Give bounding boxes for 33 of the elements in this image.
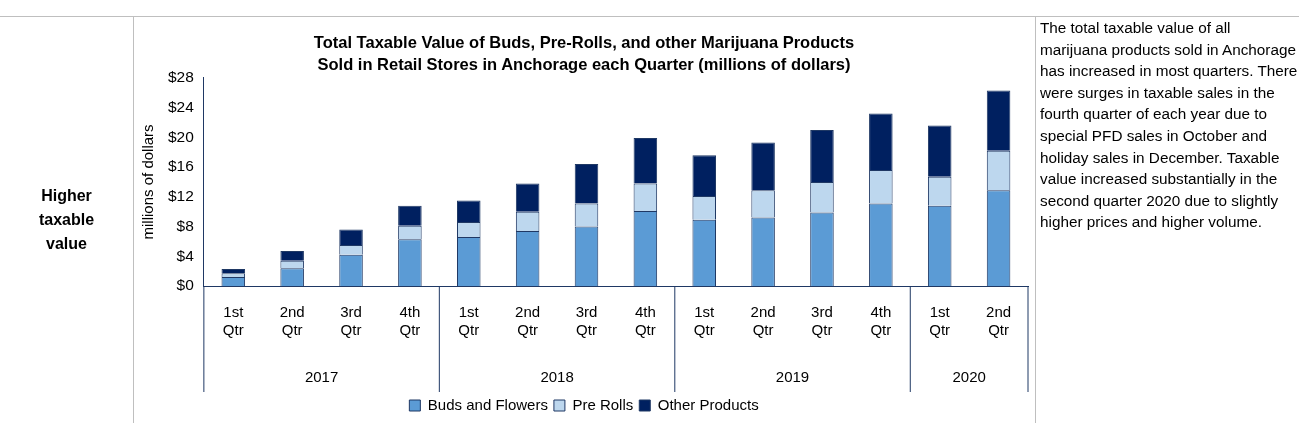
y-tick-label: $28 — [167, 68, 194, 86]
legend-label: Other Products — [657, 395, 759, 413]
y-tick-label: $12 — [167, 187, 194, 205]
x-tick-label: 1st Qtr — [222, 303, 245, 339]
y-tick-label: $16 — [167, 157, 194, 175]
text: Higher taxable value — [37, 186, 96, 254]
x-tick-label: 2nd Qtr — [515, 303, 541, 339]
text: 2020 — [952, 368, 986, 386]
text: The total taxable value of all marijuana products sold in Anchorage has increased in most quarters. There were surges in taxable sales in the fourth quarter of each year due to special PFD sales in October and holiday sales in December. Taxable value increased substantially in the second quarter 2020 due to slightly higher prices and higher volume. — [1040, 19, 1298, 231]
x-tick-label: 1st Qtr — [458, 303, 480, 339]
y-tick-label: $4 — [176, 246, 195, 264]
x-tick-label: 2nd Qtr — [986, 303, 1012, 339]
x-tick-label: 4th Qtr — [399, 303, 421, 339]
legend-label: Buds and Flowers — [427, 395, 548, 413]
chart-title: Total Taxable Value of Buds, Pre-Rolls, and other Marijuana Products Sold in Retail Stores in Anchorage each Quarter (millions of dollars) — [313, 33, 855, 73]
y-tick-label: $24 — [167, 97, 195, 115]
text: 2018 — [540, 368, 574, 386]
x-tick-label: 2nd Qtr — [750, 303, 776, 339]
y-tick-label: $0 — [176, 276, 195, 294]
x-tick-label: 4th Qtr — [634, 303, 656, 339]
x-tick-label: 3rd Qtr — [575, 303, 598, 339]
x-tick-label: 4th Qtr — [870, 303, 892, 339]
legend-label: Pre Rolls — [572, 395, 634, 413]
text: 2017 — [304, 368, 339, 386]
x-tick-label: 3rd Qtr — [811, 303, 833, 339]
text: 2019 — [775, 368, 810, 386]
y-tick-label: $8 — [176, 216, 194, 234]
x-tick-label: 1st Qtr — [693, 303, 716, 339]
y-axis-title: millions of dollars — [139, 124, 157, 240]
x-tick-label: 3rd Qtr — [340, 303, 362, 339]
x-tick-label: 1st Qtr — [929, 303, 951, 339]
y-tick-label: $20 — [167, 127, 195, 145]
x-tick-label: 2nd Qtr — [279, 303, 305, 339]
